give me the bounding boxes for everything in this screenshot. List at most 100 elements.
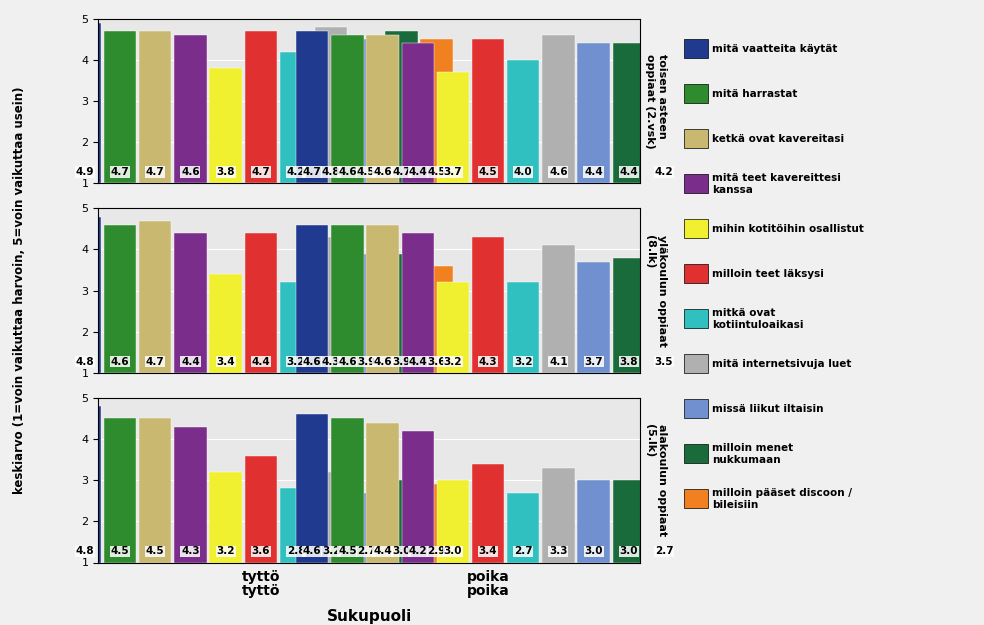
Bar (69, 23, 101, 183)
Text: missä liikut iltaisin: missä liikut iltaisin (712, 404, 824, 414)
Text: poika: poika (466, 584, 510, 598)
Bar (578, 44, 610, 183)
Text: 3.5: 3.5 (654, 357, 673, 367)
Bar (507, 60, 539, 183)
Text: 2.7: 2.7 (654, 546, 673, 556)
Text: 4.0: 4.0 (514, 167, 532, 177)
Bar (366, 422, 399, 562)
Bar (210, 68, 242, 183)
Bar (578, 480, 610, 562)
Text: 4.3: 4.3 (479, 357, 497, 367)
Text: 4.5: 4.5 (338, 546, 356, 556)
Text: 4.6: 4.6 (338, 167, 356, 177)
Text: 4.6: 4.6 (181, 167, 200, 177)
Text: tyttö: tyttö (241, 584, 280, 598)
Bar (210, 472, 242, 562)
Bar (366, 35, 399, 183)
Bar (279, 52, 312, 183)
Text: 3.6: 3.6 (427, 357, 446, 367)
Text: poika: poika (466, 570, 510, 584)
Text: 2.7: 2.7 (514, 546, 532, 556)
Bar (174, 233, 207, 373)
Text: 3.2: 3.2 (514, 357, 532, 367)
Text: 3.3: 3.3 (549, 546, 568, 556)
Bar (507, 282, 539, 373)
Text: 3.2: 3.2 (444, 357, 462, 367)
Bar (437, 480, 469, 562)
Text: 2.9: 2.9 (427, 546, 446, 556)
Text: 4.5: 4.5 (479, 167, 497, 177)
Bar (542, 468, 575, 562)
Text: 4.6: 4.6 (303, 357, 322, 367)
Bar (613, 480, 645, 562)
Text: 3.2: 3.2 (286, 357, 305, 367)
Bar (104, 225, 136, 373)
Bar (139, 419, 171, 562)
Bar (420, 266, 453, 373)
Text: 4.6: 4.6 (338, 357, 356, 367)
Bar (613, 258, 645, 373)
Bar (386, 254, 417, 373)
Text: 3.6: 3.6 (252, 546, 270, 556)
Text: 4.8: 4.8 (322, 167, 340, 177)
Bar (613, 44, 645, 183)
Bar (315, 27, 347, 183)
Bar (366, 225, 399, 373)
Bar (507, 492, 539, 562)
Bar (350, 254, 383, 373)
Text: 4.4: 4.4 (408, 167, 427, 177)
Text: 3.4: 3.4 (216, 357, 235, 367)
Bar (296, 225, 329, 373)
Bar (315, 237, 347, 373)
Text: 4.4: 4.4 (584, 167, 603, 177)
Bar (210, 274, 242, 373)
Bar (332, 35, 363, 183)
Text: 4.9: 4.9 (76, 167, 94, 177)
Bar (542, 246, 575, 373)
Text: ketkä ovat kavereitasi: ketkä ovat kavereitasi (712, 134, 844, 144)
Bar (578, 262, 610, 373)
Text: 3.2: 3.2 (216, 546, 235, 556)
Text: 3.0: 3.0 (584, 546, 603, 556)
Text: mitä harrastat: mitä harrastat (712, 89, 798, 99)
Bar (104, 31, 136, 183)
Text: 4.7: 4.7 (251, 167, 271, 177)
Text: 4.4: 4.4 (373, 546, 392, 556)
Text: milloin pääset discoon /
bileisiin: milloin pääset discoon / bileisiin (712, 488, 852, 509)
Text: 4.6: 4.6 (373, 167, 392, 177)
Text: 4.7: 4.7 (110, 167, 130, 177)
Text: tyttö: tyttö (241, 570, 280, 584)
Bar (472, 39, 504, 183)
Text: 3.2: 3.2 (322, 546, 340, 556)
Text: 3.9: 3.9 (393, 357, 410, 367)
Bar (245, 456, 277, 562)
Text: 3.7: 3.7 (584, 357, 603, 367)
Bar (542, 35, 575, 183)
Text: 4.7: 4.7 (146, 167, 164, 177)
Text: Sukupuoli: Sukupuoli (327, 609, 411, 624)
Bar (296, 414, 329, 562)
Bar (420, 39, 453, 183)
Bar (139, 221, 171, 373)
Text: 2.8: 2.8 (286, 546, 305, 556)
Bar (472, 464, 504, 562)
Bar (350, 492, 383, 562)
Text: 4.1: 4.1 (549, 357, 568, 367)
Bar (69, 216, 101, 373)
Text: milloin teet läksysi: milloin teet läksysi (712, 269, 825, 279)
Text: 4.4: 4.4 (408, 357, 427, 367)
Text: keskiarvo (1=voin vaikuttaa harvoin, 5=voin vaikuttaa usein): keskiarvo (1=voin vaikuttaa harvoin, 5=v… (13, 87, 27, 494)
Bar (386, 480, 417, 562)
Text: mitä vaatteita käytät: mitä vaatteita käytät (712, 44, 837, 54)
Bar (174, 427, 207, 562)
Text: toisen asteen
oppiaat (2.vsk): toisen asteen oppiaat (2.vsk) (646, 54, 666, 148)
Bar (332, 225, 363, 373)
Text: 3.7: 3.7 (444, 167, 462, 177)
Text: 4.3: 4.3 (181, 546, 200, 556)
Bar (472, 237, 504, 373)
Text: 4.2: 4.2 (408, 546, 427, 556)
Bar (386, 31, 417, 183)
Text: 4.7: 4.7 (303, 167, 322, 177)
Text: 4.4: 4.4 (619, 167, 639, 177)
Text: milloin menet
nukkumaan: milloin menet nukkumaan (712, 443, 793, 464)
